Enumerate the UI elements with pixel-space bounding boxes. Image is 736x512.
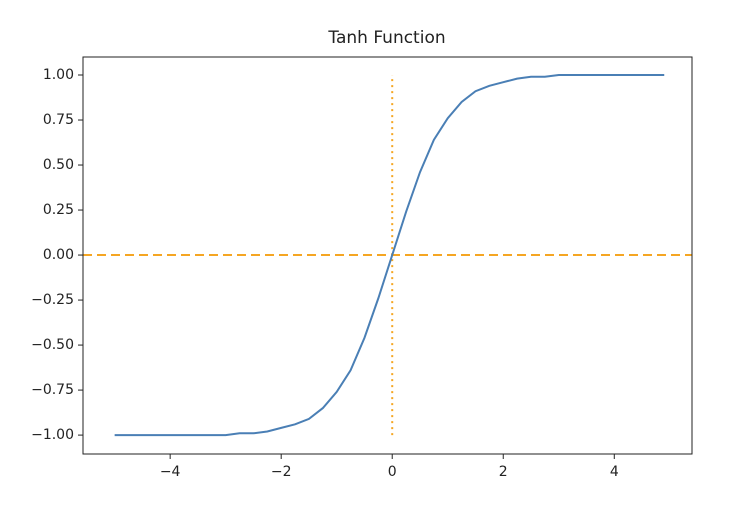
chart-title: Tanh Function: [327, 28, 445, 48]
x-tick-label: −2: [271, 464, 292, 480]
x-tick-label: 0: [388, 464, 397, 480]
y-tick-label: −1.00: [31, 427, 74, 443]
y-tick-label: −0.50: [31, 337, 74, 353]
y-tick-label: 0.00: [43, 247, 74, 263]
y-tick-label: 1.00: [43, 67, 74, 83]
x-tick-label: 4: [610, 464, 619, 480]
line-series: [114, 74, 665, 437]
y-tick-label: −0.25: [31, 292, 74, 308]
plot-frame: [82, 56, 693, 455]
x-tick-label: 2: [499, 464, 508, 480]
y-tick-label: 0.50: [43, 157, 74, 173]
x-tick-label: −4: [160, 464, 181, 480]
y-tick-label: −0.75: [31, 382, 74, 398]
y-tick-label: 0.75: [43, 112, 74, 128]
y-tick-label: 0.25: [43, 202, 74, 218]
